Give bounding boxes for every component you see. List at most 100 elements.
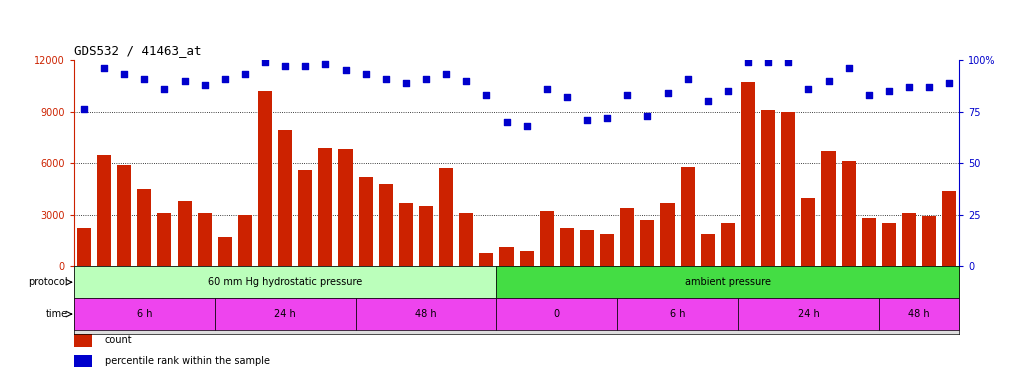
Point xyxy=(780,59,796,65)
Bar xyxy=(600,234,615,266)
Point xyxy=(378,75,394,81)
Bar xyxy=(117,165,131,266)
Bar xyxy=(399,202,412,266)
Text: count: count xyxy=(105,335,132,345)
Point xyxy=(216,75,233,81)
Bar xyxy=(218,237,232,266)
Text: GSM11372: GSM11372 xyxy=(562,270,571,311)
Text: 24 h: 24 h xyxy=(797,309,819,319)
Bar xyxy=(157,213,171,266)
Bar xyxy=(214,298,356,330)
Text: GSM11395: GSM11395 xyxy=(723,270,733,311)
Bar xyxy=(74,298,214,330)
Text: 0: 0 xyxy=(554,309,560,319)
Text: GSM11411: GSM11411 xyxy=(321,270,330,311)
Text: GSM11405: GSM11405 xyxy=(261,270,270,311)
Text: GSM11396: GSM11396 xyxy=(744,270,752,311)
Bar xyxy=(881,223,896,266)
Text: GSM11422: GSM11422 xyxy=(382,270,390,311)
Text: protocol: protocol xyxy=(28,277,68,287)
Point xyxy=(478,92,495,98)
Bar xyxy=(497,266,959,298)
Point xyxy=(760,59,777,65)
Text: GSM11415: GSM11415 xyxy=(361,270,370,311)
Text: GSM11386: GSM11386 xyxy=(683,270,693,311)
Bar xyxy=(621,208,634,266)
Point xyxy=(660,90,676,96)
Text: GSM11398: GSM11398 xyxy=(784,270,793,311)
Point xyxy=(196,82,212,88)
Text: GSM11416: GSM11416 xyxy=(864,270,873,311)
Point xyxy=(136,75,153,81)
Bar xyxy=(177,201,192,266)
Bar xyxy=(460,213,473,266)
Bar xyxy=(721,223,735,266)
Bar xyxy=(77,228,91,266)
Bar xyxy=(238,214,252,266)
Bar xyxy=(379,184,393,266)
Point xyxy=(458,78,474,84)
Text: GSM11385: GSM11385 xyxy=(663,270,672,311)
Bar xyxy=(701,234,715,266)
Bar xyxy=(879,298,959,330)
Point xyxy=(740,59,756,65)
Text: GSM11350: GSM11350 xyxy=(482,270,490,311)
Bar xyxy=(500,248,514,266)
Bar xyxy=(680,166,695,266)
Text: GSM11419: GSM11419 xyxy=(924,270,934,311)
Text: GDS532 / 41463_at: GDS532 / 41463_at xyxy=(74,45,201,57)
Point xyxy=(156,86,172,92)
Text: 48 h: 48 h xyxy=(416,309,437,319)
Text: 60 mm Hg hydrostatic pressure: 60 mm Hg hydrostatic pressure xyxy=(208,277,362,287)
Bar xyxy=(822,151,835,266)
Bar xyxy=(560,228,574,266)
Point xyxy=(821,78,837,84)
Text: GSM11418: GSM11418 xyxy=(905,270,913,311)
Bar xyxy=(741,82,755,266)
Text: GSM11382: GSM11382 xyxy=(623,270,632,311)
Point xyxy=(539,86,555,92)
Text: GSM11400: GSM11400 xyxy=(824,270,833,311)
Bar xyxy=(640,220,655,266)
Bar xyxy=(439,168,453,266)
Point xyxy=(579,117,595,123)
Text: GSM11391: GSM11391 xyxy=(160,270,169,311)
Point xyxy=(518,123,535,129)
Text: ambient pressure: ambient pressure xyxy=(685,277,771,287)
Text: GSM11392: GSM11392 xyxy=(180,270,189,311)
Point xyxy=(176,78,193,84)
Text: GSM11394: GSM11394 xyxy=(703,270,712,311)
Bar xyxy=(618,298,738,330)
Bar xyxy=(419,206,433,266)
Bar xyxy=(359,177,372,266)
Point xyxy=(861,92,877,98)
Text: GSM11387: GSM11387 xyxy=(79,270,88,311)
Text: GSM11390: GSM11390 xyxy=(140,270,149,311)
Point xyxy=(237,71,253,77)
Text: GSM11420: GSM11420 xyxy=(945,270,954,311)
Point xyxy=(277,63,293,69)
Bar xyxy=(540,211,554,266)
Point xyxy=(398,80,415,86)
Text: GSM11384: GSM11384 xyxy=(643,270,652,311)
Point xyxy=(256,59,273,65)
Point xyxy=(921,84,938,90)
Bar xyxy=(942,190,956,266)
Point xyxy=(941,80,957,86)
Text: GSM11401: GSM11401 xyxy=(844,270,854,311)
Point xyxy=(76,106,92,112)
Point xyxy=(418,75,434,81)
Bar xyxy=(479,252,494,266)
Point xyxy=(357,71,373,77)
Point xyxy=(800,86,817,92)
Point xyxy=(599,115,616,121)
Bar xyxy=(299,170,312,266)
Text: GSM11389: GSM11389 xyxy=(120,270,128,311)
Point xyxy=(719,88,736,94)
Text: GSM11409: GSM11409 xyxy=(301,270,310,311)
Text: GSM11397: GSM11397 xyxy=(763,270,773,311)
Point xyxy=(499,119,515,125)
Text: GSM11369: GSM11369 xyxy=(543,270,551,311)
Text: 24 h: 24 h xyxy=(274,309,297,319)
Point xyxy=(679,75,696,81)
